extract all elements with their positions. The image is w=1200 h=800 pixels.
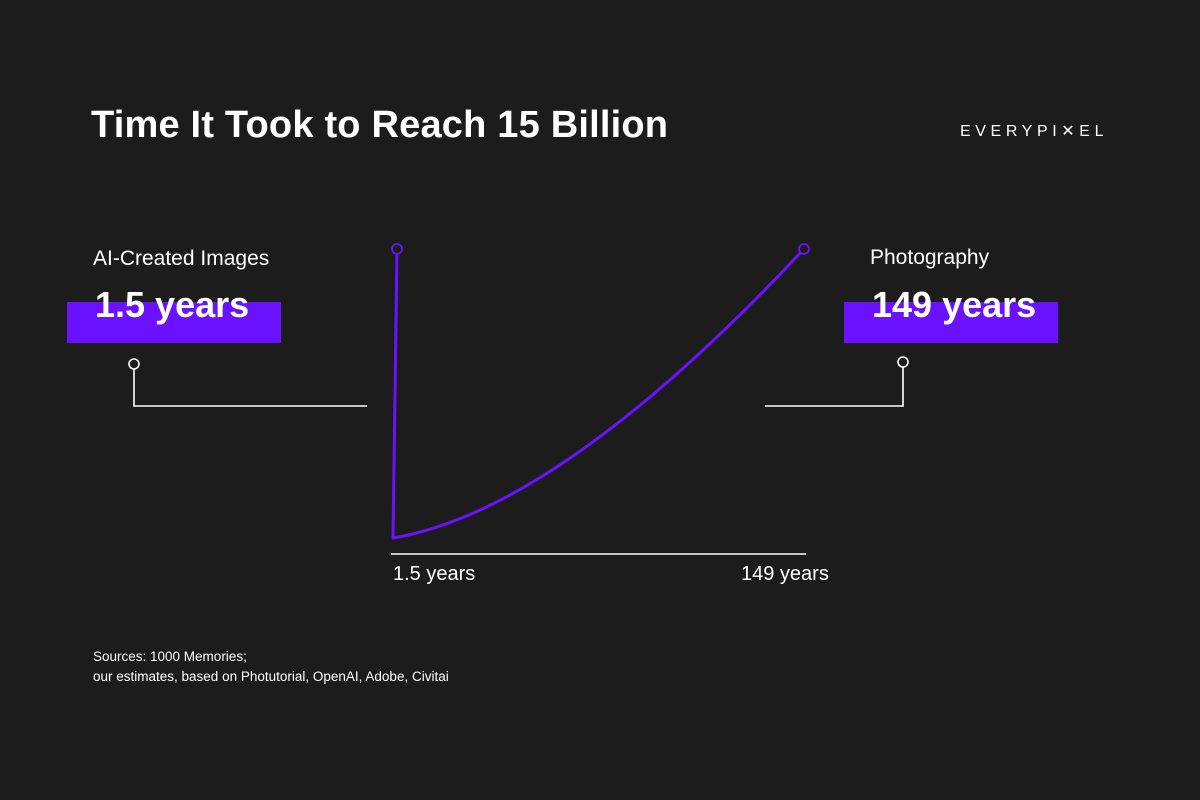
left-connector-line: [133, 369, 367, 407]
series-photography-line: [391, 247, 806, 540]
logo-x-icon: ✕: [1061, 123, 1080, 140]
x-tick-label-start: 1.5 years: [393, 563, 476, 585]
series-ai-images-line: [391, 247, 399, 540]
sources-line-1: Sources: 1000 Memories;: [93, 649, 247, 664]
photography-value: 149 years: [872, 284, 1037, 325]
logo-text-start: EVERYPI: [960, 123, 1062, 140]
page-title: Time It Took to Reach 15 Billion: [91, 104, 669, 146]
x-tick-label-end: 149 years: [741, 563, 829, 585]
ai-images-label: AI-Created Images: [93, 247, 270, 270]
logo-text-end: EL: [1079, 123, 1109, 140]
series-ai-images-end-point: [391, 243, 403, 255]
photography-highlight-bar: [844, 302, 1058, 343]
sources-note: Sources: 1000 Memories; our estimates, b…: [93, 647, 449, 687]
everypixel-logo: EVERYPI✕EL: [960, 121, 1108, 141]
right-connector-dot: [897, 356, 909, 368]
ai-images-highlight-bar: [67, 302, 281, 343]
photography-label: Photography: [870, 246, 990, 269]
series-photography-end-point: [798, 243, 810, 255]
sources-line-2: our estimates, based on Photutorial, Ope…: [93, 669, 449, 684]
left-connector-dot: [128, 358, 140, 370]
right-connector-line: [765, 367, 904, 407]
ai-images-value: 1.5 years: [95, 284, 250, 325]
